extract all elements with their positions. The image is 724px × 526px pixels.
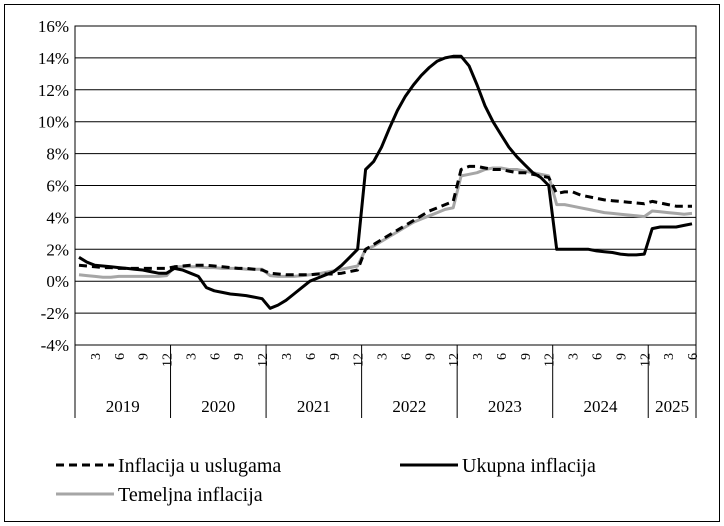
y-tick-label: 6%	[46, 177, 69, 196]
month-tick-label: 3	[376, 353, 391, 360]
month-tick-label: 12	[256, 353, 271, 367]
legend-label: Inflacija u uslugama	[118, 455, 281, 477]
year-label: 2024	[583, 397, 618, 416]
year-label: 2019	[106, 397, 140, 416]
series-line-services	[78, 164, 692, 277]
legend-item-headline: Ukupna inflacija	[400, 455, 596, 477]
month-tick-label: 9	[232, 353, 247, 360]
month-tick-label: 3	[471, 353, 486, 360]
month-tick-label: 12	[352, 353, 367, 367]
month-tick-label: 3	[184, 353, 199, 360]
legend-item-core: Temeljna inflacija	[56, 484, 263, 506]
month-tick-label: 6	[686, 353, 701, 360]
month-tick-label: 3	[567, 353, 582, 360]
month-tick-label: 3	[662, 353, 677, 360]
series-lines	[78, 54, 693, 310]
month-tick-label: 3	[89, 353, 104, 360]
month-tick-label: 9	[137, 353, 152, 360]
y-tick-label: 14%	[38, 49, 69, 68]
y-tick-label: 16%	[38, 17, 69, 36]
y-axis-tick-labels: -4% -2% 0% 2% 4% 6% 8% 10% 12% 14% 16%	[38, 17, 69, 355]
year-label: 2025	[655, 397, 689, 416]
y-tick-label: 8%	[46, 145, 69, 164]
chart-frame	[4, 4, 720, 522]
series-line-headline	[78, 54, 693, 310]
month-tick-label: 3	[280, 353, 295, 360]
month-tick-label: 6	[399, 353, 414, 360]
legend-label: Ukupna inflacija	[462, 455, 596, 477]
month-tick-label: 6	[304, 353, 319, 360]
month-tick-label: 6	[208, 353, 223, 360]
month-tick-label: 9	[614, 353, 629, 360]
legend-item-services: Inflacija u uslugama	[56, 455, 281, 477]
month-tick-label: 6	[113, 353, 128, 360]
y-tick-label: -2%	[41, 304, 69, 323]
month-tick-label: 12	[447, 353, 462, 367]
year-label: 2023	[488, 397, 522, 416]
year-label: 2021	[297, 397, 331, 416]
month-tick-label: 9	[519, 353, 534, 360]
year-label: 2020	[201, 397, 235, 416]
month-tick-label: 9	[328, 353, 343, 360]
y-tick-label: 12%	[38, 81, 69, 100]
month-tick-label: 12	[543, 353, 558, 367]
year-label: 2022	[392, 397, 426, 416]
legend: Inflacija u uslugama Ukupna inflacija Teme…	[56, 455, 596, 506]
x-axis: 3 6 9 12 2019 3 6 9 12 2020 3 6 9 12 2021 3 6 9 12 2022 3 6 9 1…	[74, 345, 701, 418]
month-tick-label: 9	[423, 353, 438, 360]
y-tick-label: 10%	[38, 113, 69, 132]
y-tick-label: 0%	[46, 272, 69, 291]
series-line-core	[78, 166, 693, 279]
month-tick-label: 6	[495, 353, 510, 360]
month-tick-label: 12	[638, 353, 653, 367]
month-tick-label: 12	[161, 353, 176, 367]
y-tick-label: 4%	[46, 208, 69, 227]
month-tick-label: 6	[590, 353, 605, 360]
y-tick-label: 2%	[46, 240, 69, 259]
legend-label: Temeljna inflacija	[118, 484, 263, 506]
y-tick-label: -4%	[41, 336, 69, 355]
gridlines	[74, 25, 697, 346]
